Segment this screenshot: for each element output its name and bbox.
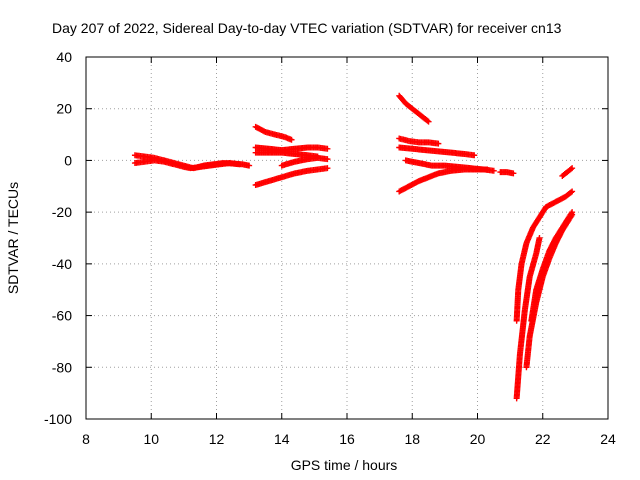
series-arc-17 [528,209,576,324]
data-point [288,136,295,143]
series-arc-14 [513,235,543,402]
x-tick-label: 10 [143,431,159,447]
y-tick-label: 20 [56,101,72,117]
series-arc-10 [396,144,478,159]
data-point [246,162,253,169]
data-point [536,235,543,241]
series-arc-13 [497,169,517,177]
series-arc-12 [396,166,491,195]
y-tick-label: 0 [64,152,72,168]
x-tick-label: 22 [535,431,551,447]
data-point [569,209,576,216]
x-tick-label: 18 [404,431,420,447]
data-marks [131,92,576,402]
data-point [324,145,331,152]
series-arc-7 [252,165,331,188]
data-point [569,165,576,172]
data-point [471,152,478,159]
data-point [324,156,331,163]
x-tick-label: 12 [209,431,225,447]
series-arc-18 [559,165,576,179]
data-point [425,118,432,125]
data-point [490,167,497,174]
x-axis-label: GPS time / hours [291,457,398,473]
y-tick-label: -20 [52,204,72,220]
y-tick-label: -60 [52,308,72,324]
y-tick-label: -100 [44,411,72,427]
grid-layer [86,57,608,419]
series-arc-6 [278,154,331,169]
tick-labels: 8 10 12 14 16 18 20 22 24 -100 -80 -60 -40 -20 0 20 40 [44,49,616,447]
x-tick-label: 20 [470,431,486,447]
x-tick-label: 8 [82,431,90,447]
data-point [435,140,442,147]
data-point [484,166,491,173]
y-axis-label: SDTVAR / TECUs [5,182,21,294]
series-arc-9 [396,135,442,147]
y-tick-label: -40 [52,256,72,272]
series-arc-2 [131,157,243,172]
chart-title: Day 207 of 2022, Sidereal Day-to-day VTE… [52,20,562,36]
data-point [569,188,576,195]
series-arc-3 [252,123,295,143]
axis-ticks [85,56,609,420]
x-tick-label: 16 [339,431,355,447]
series-arc-15 [513,188,576,324]
y-tick-label: 40 [56,49,72,65]
y-tick-label: -80 [52,359,72,375]
data-point [236,161,243,168]
x-tick-label: 14 [274,431,290,447]
series-arc-8 [396,92,432,125]
data-point [510,170,517,177]
x-tick-label: 24 [600,431,616,447]
data-point [324,165,331,172]
